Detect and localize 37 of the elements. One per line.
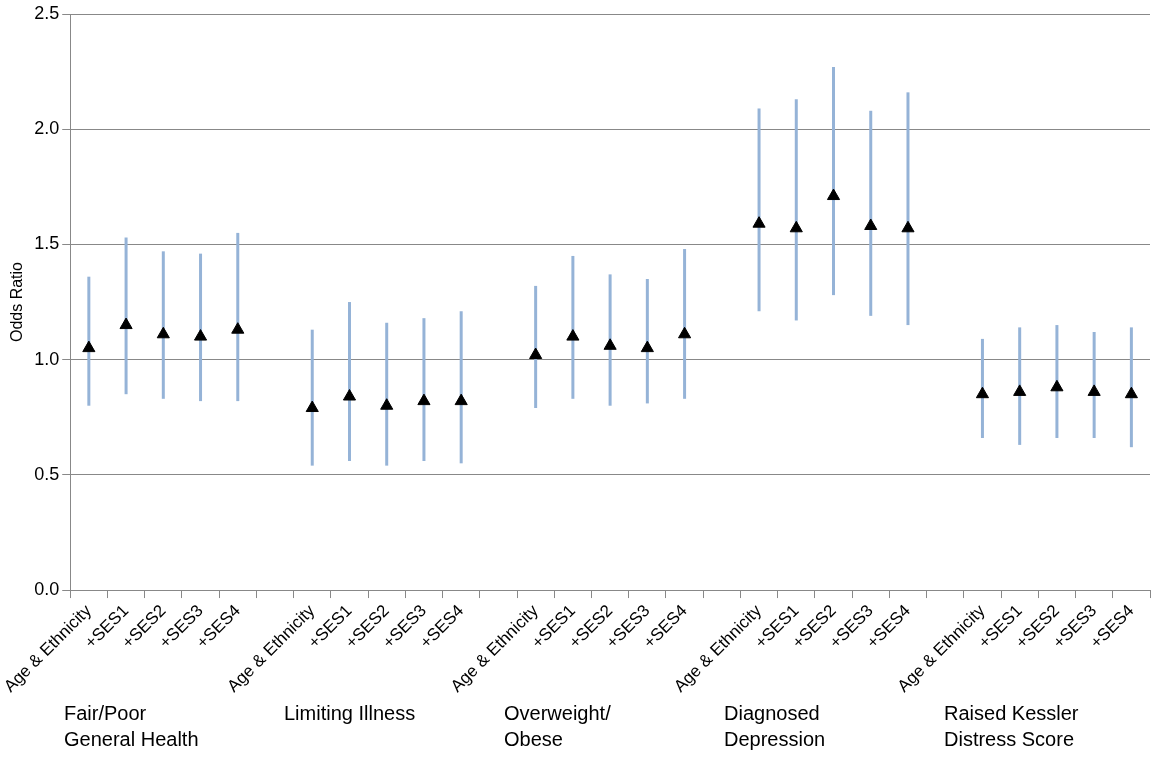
- point: [529, 347, 543, 360]
- point: [678, 326, 692, 339]
- point: [1013, 384, 1027, 396]
- point: [901, 220, 915, 233]
- point: [454, 393, 468, 406]
- text: Fair/Poor General Health: [64, 701, 200, 752]
- y-axis-title: Odds Ratio: [8, 261, 26, 343]
- point: [566, 329, 580, 341]
- y-tick-label: 0.0: [34, 579, 60, 600]
- point: [640, 340, 654, 353]
- y-tick-label: 1.5: [34, 233, 60, 254]
- y-tick-label: 1.0: [34, 348, 60, 369]
- y-tick-label: 0.5: [34, 463, 60, 484]
- point: [342, 389, 357, 401]
- point: [380, 398, 394, 410]
- point: [864, 218, 878, 230]
- point: [417, 393, 431, 406]
- point: [119, 317, 133, 330]
- point: [82, 340, 96, 353]
- point: [826, 188, 841, 201]
- point: [603, 338, 617, 350]
- point: [193, 329, 208, 341]
- point: [789, 220, 803, 233]
- point: [156, 326, 170, 339]
- text: Diagnosed Depression: [724, 701, 827, 752]
- point: [1124, 386, 1138, 399]
- point: [305, 400, 319, 413]
- point: [1050, 379, 1064, 392]
- y-tick-label: 2.0: [34, 118, 60, 139]
- text: Limiting Illness: [284, 701, 417, 726]
- y-tick-label: 2.5: [34, 2, 60, 23]
- point: [231, 322, 245, 334]
- text: Raised Kessler Distress Score: [944, 701, 1080, 752]
- text: Overweight/ Obese: [504, 701, 612, 752]
- point: [752, 216, 766, 228]
- point: [975, 386, 990, 399]
- point: [1087, 384, 1101, 396]
